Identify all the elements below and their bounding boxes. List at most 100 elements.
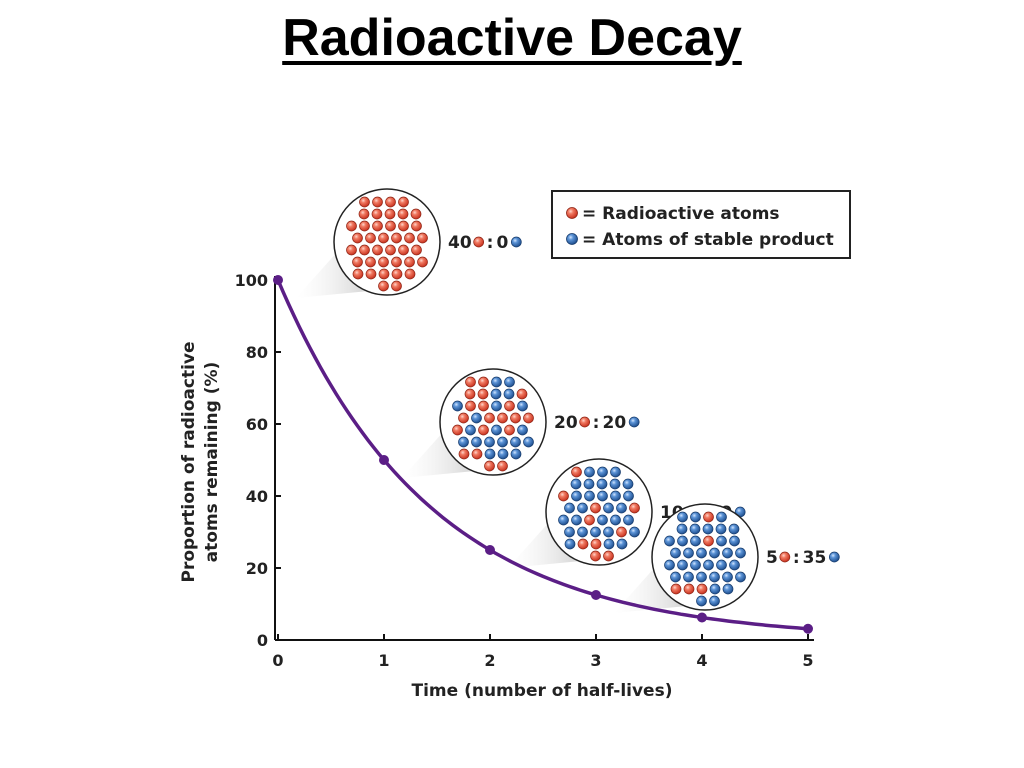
radioactive-atom bbox=[404, 268, 416, 280]
stable-atom bbox=[729, 535, 740, 547]
radioactive-atom bbox=[584, 514, 595, 526]
decay-curve bbox=[276, 278, 810, 631]
ratio-radioactive-atom-icon bbox=[473, 236, 485, 248]
radioactive-atom bbox=[359, 196, 370, 208]
radioactive-atom bbox=[352, 268, 364, 280]
radioactive-atom bbox=[703, 511, 714, 523]
radioactive-atom bbox=[378, 256, 389, 268]
radioactive-atom bbox=[683, 583, 695, 595]
stable-atom bbox=[690, 559, 701, 571]
radioactive-atom bbox=[378, 280, 389, 292]
stable-atom bbox=[735, 571, 746, 583]
radioactive-atom bbox=[397, 208, 409, 220]
stable-atom bbox=[670, 571, 681, 583]
ratio-radioactive-count: 5 bbox=[766, 548, 778, 568]
ratio-separator: : bbox=[793, 548, 800, 568]
stable-atom bbox=[610, 514, 621, 526]
stable-atom bbox=[696, 547, 707, 559]
stable-atom bbox=[590, 526, 601, 538]
radioactive-atom bbox=[391, 268, 403, 280]
x-tick-label: 2 bbox=[484, 651, 495, 670]
radioactive-atom bbox=[404, 232, 415, 244]
x-tick-label: 1 bbox=[378, 651, 389, 670]
stable-atom bbox=[497, 436, 508, 448]
stable-atom bbox=[690, 511, 701, 523]
stable-atom bbox=[609, 478, 621, 490]
radioactive-atom bbox=[703, 535, 714, 547]
radioactive-atom bbox=[458, 448, 470, 460]
stable-atom bbox=[517, 424, 528, 436]
x-axis-title: Time (number of half-lives) bbox=[412, 681, 673, 701]
ratio-separator: : bbox=[593, 413, 600, 433]
radioactive-atom bbox=[346, 244, 357, 256]
radioactive-atom bbox=[417, 232, 428, 244]
stable-atom bbox=[471, 436, 482, 448]
stable-atom bbox=[491, 424, 502, 436]
radioactive-atom bbox=[465, 376, 476, 388]
x-tick-label: 5 bbox=[802, 651, 813, 670]
radioactive-atom bbox=[478, 376, 489, 388]
stable-atom bbox=[622, 478, 634, 490]
stable-atom bbox=[484, 436, 495, 448]
radioactive-atom bbox=[372, 220, 383, 232]
stable-atom bbox=[690, 535, 701, 547]
stable-atom bbox=[623, 514, 634, 526]
y-axis-title-line-1: Proportion of radioactive bbox=[179, 341, 199, 582]
stable-atom bbox=[510, 448, 522, 460]
stable-atom bbox=[735, 547, 746, 559]
radioactive-atom bbox=[385, 220, 396, 232]
stable-atom bbox=[497, 448, 509, 460]
radioactive-atom bbox=[391, 256, 402, 268]
radioactive-atom bbox=[378, 232, 389, 244]
radioactive-atom bbox=[497, 460, 508, 472]
radioactive-atom bbox=[358, 208, 370, 220]
ratio-stable-atom-icon bbox=[510, 236, 522, 248]
stable-atom bbox=[458, 436, 469, 448]
radioactive-atom bbox=[365, 256, 376, 268]
radioactive-atom bbox=[629, 502, 640, 514]
stable-atom bbox=[709, 583, 721, 595]
radioactive-atom bbox=[616, 526, 627, 538]
stable-atom bbox=[715, 523, 727, 535]
radioactive-atom bbox=[352, 232, 363, 244]
stable-atom bbox=[558, 514, 569, 526]
stable-atom bbox=[683, 571, 694, 583]
radioactive-atom bbox=[398, 220, 409, 232]
stable-atom bbox=[564, 502, 575, 514]
legend-stable-atom-icon bbox=[566, 233, 578, 245]
radioactive-atom bbox=[359, 244, 370, 256]
stable-atom bbox=[577, 526, 588, 538]
stable-atom bbox=[504, 376, 515, 388]
y-tick-label: 40 bbox=[246, 487, 268, 506]
stable-atom bbox=[709, 595, 720, 607]
stable-atom bbox=[677, 535, 688, 547]
stable-atom bbox=[571, 490, 582, 502]
radioactive-atom bbox=[410, 208, 422, 220]
ratio-stable-atom-icon bbox=[628, 416, 640, 428]
radioactive-atom bbox=[346, 220, 357, 232]
radioactive-atom bbox=[670, 583, 682, 595]
radioactive-atom bbox=[504, 400, 515, 412]
radioactive-atom bbox=[359, 220, 370, 232]
stable-atom bbox=[491, 400, 502, 412]
radioactive-atom bbox=[484, 412, 495, 424]
stable-atom bbox=[729, 559, 740, 571]
y-tick-label: 0 bbox=[257, 631, 268, 650]
stable-atom bbox=[577, 502, 588, 514]
data-point bbox=[379, 455, 389, 465]
radioactive-atom bbox=[372, 244, 383, 256]
stable-atom bbox=[696, 571, 707, 583]
stable-atom bbox=[491, 376, 502, 388]
radioactive-atom bbox=[497, 412, 508, 424]
chart-axes: 0 1 2 3 4 5 0 20 40 60 80 100 bbox=[235, 271, 814, 670]
ratio-stable-count: 0 bbox=[496, 233, 508, 253]
y-tick-label: 100 bbox=[235, 271, 268, 290]
stable-atom bbox=[523, 436, 534, 448]
ratio-radioactive-atom-icon bbox=[579, 416, 591, 428]
stable-atom bbox=[689, 523, 701, 535]
stable-atom bbox=[517, 400, 528, 412]
stable-atom bbox=[610, 490, 621, 502]
ratio-radioactive-atom-icon bbox=[779, 551, 791, 563]
radioactive-atom bbox=[504, 424, 515, 436]
